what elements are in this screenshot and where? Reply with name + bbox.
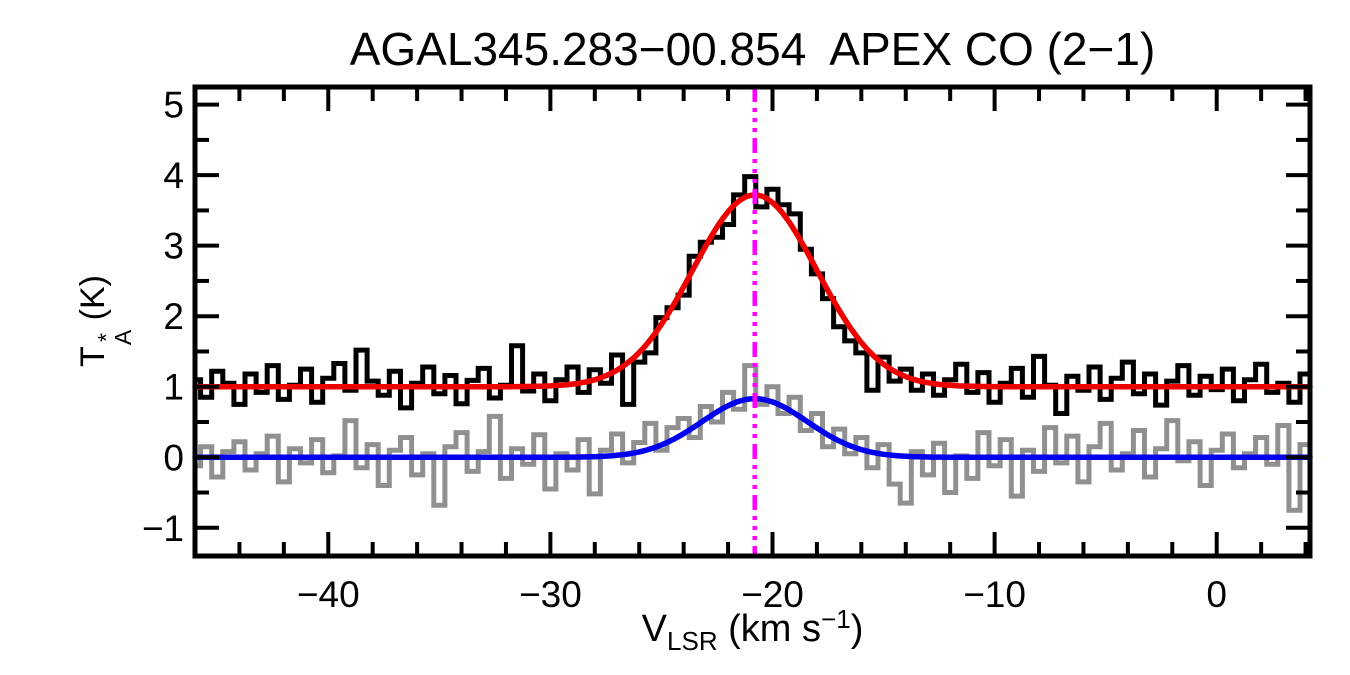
x-axis-symbol: V	[641, 608, 668, 650]
x-axis-superscript: −1	[821, 604, 851, 634]
spectrum-histogram	[195, 363, 1310, 513]
x-tick-label: −40	[297, 574, 360, 615]
y-tick-label: 4	[163, 155, 184, 196]
frame-rect	[192, 84, 1313, 559]
axis-frame	[192, 84, 1313, 559]
x-tick-label: −20	[741, 574, 804, 615]
x-axis-title: VLSR (km s−1)	[195, 606, 1310, 654]
y-tick-label: −1	[142, 508, 184, 549]
x-axis-subscript: LSR	[667, 626, 718, 656]
x-tick-label: −30	[519, 574, 582, 615]
y-tick-label: 1	[163, 367, 184, 408]
y-tick-labels: −1 0 1 2 3 4 5	[142, 85, 184, 549]
axis-ticks	[197, 89, 1308, 554]
x-tick-label: 0	[1206, 574, 1227, 615]
y-tick-label: 2	[163, 296, 184, 337]
x-axis-unit-close: )	[850, 608, 864, 650]
x-axis-unit-open: (km s	[717, 608, 822, 650]
chart-title: AGAL345.283−00.854 APEX CO (2−1)	[349, 23, 1156, 75]
y-tick-label: 0	[163, 437, 184, 478]
y-tick-label: 3	[163, 226, 184, 267]
x-tick-label: −10	[963, 574, 1026, 615]
x-tick-labels: −40 −30 −20 −10 0	[297, 574, 1227, 615]
y-tick-label: 5	[163, 85, 184, 126]
